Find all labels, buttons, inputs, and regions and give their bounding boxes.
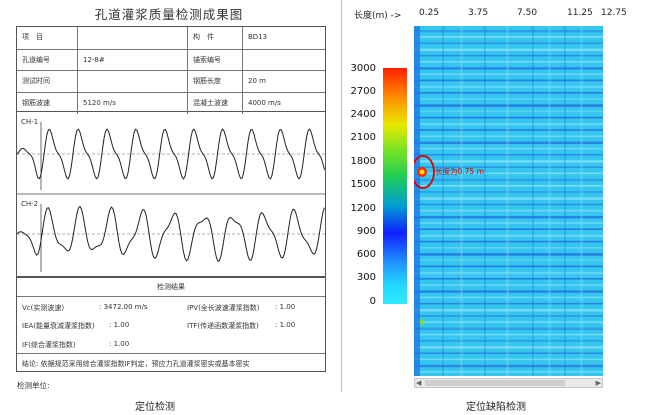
duct-number-label: 孔道编号	[22, 55, 50, 64]
x-tick-label: 3.75	[468, 8, 489, 18]
table-row: IF(综合灌浆指数) : 1.00	[17, 334, 325, 353]
concrete-wave-speed-value: 4000 m/s	[242, 92, 327, 114]
length-axis-title: 长度(m) ->	[354, 11, 402, 21]
info-table: 项 目 构 件 BD13 孔道编号 12-8# 锚索编号 测试时间 钢筋长度 2…	[16, 26, 327, 114]
colorbar-tick: 300	[356, 272, 376, 283]
x-tick-label: 11.25	[567, 8, 593, 18]
itf-label: ITF(传递函数灌浆指数)	[187, 322, 259, 330]
test-unit-label: 检测单位:	[17, 381, 50, 390]
if-value: : 1.00	[109, 340, 130, 348]
steel-wave-speed-value: 5120 m/s	[77, 92, 187, 114]
ch2-waveform	[17, 205, 325, 262]
scroll-thumb[interactable]	[425, 380, 565, 386]
colorbar-tick: 1200	[350, 203, 376, 214]
ch1-waveform	[17, 128, 325, 180]
scroll-left-arrow[interactable]: ◀	[416, 379, 422, 387]
colorbar-tick: 900	[356, 226, 376, 237]
x-tick-label: 7.50	[517, 8, 538, 18]
grouting-report: 孔道灌浆质量检测成果图 项 目 构 件 BD13 孔道编号 12-8# 锚索编号…	[8, 0, 330, 395]
colorbar-tick: 2700	[350, 86, 376, 97]
left-caption: 定位检测	[135, 402, 175, 413]
defect-ring-marker	[414, 155, 435, 189]
table-row: 钢筋波速 5120 m/s 混凝土波速 4000 m/s	[17, 91, 327, 114]
table-row: 结论: 依据规范采用综合灌浆指数IF判定，预应力孔道灌浆密实或基本密实	[17, 353, 325, 373]
scroll-right-arrow[interactable]: ▶	[595, 379, 601, 387]
colorbar-tick: 2100	[350, 132, 376, 143]
ch1-label: CH-1	[21, 118, 38, 126]
component-label: 构 件	[187, 27, 242, 49]
results-panel: 检测结果 Vc(实测波速) : 3472.00 m/s IPV(全长波速灌浆指数…	[16, 277, 326, 372]
table-row: 测试时间 钢筋长度 20 m	[17, 70, 325, 93]
itf-value: : 1.00	[275, 321, 296, 329]
x-tick-label: 12.75	[601, 8, 627, 18]
iea-label: IEA(能量衰减灌浆指数)	[22, 322, 95, 330]
horizontal-scrollbar[interactable]: ◀ ▶	[414, 378, 603, 388]
iea-value: : 1.00	[109, 321, 130, 329]
defect-heatmap[interactable]	[414, 26, 603, 376]
anchor-number-label: 锚索编号	[187, 49, 242, 71]
vc-label: Vc(实测波速)	[22, 304, 65, 312]
color-scale-bar	[383, 68, 407, 304]
colorbar-tick: 3000	[350, 63, 376, 74]
component-value: BD13	[242, 27, 327, 49]
project-label: 项 目	[22, 33, 43, 41]
concrete-wave-speed-label: 混凝土波速	[187, 92, 242, 114]
table-row: 孔道编号 12-8# 锚索编号	[17, 48, 327, 71]
steel-wave-speed-label: 钢筋波速	[22, 98, 50, 107]
defect-location-label: 长度为0.75 m	[435, 167, 484, 176]
colorbar-tick: 1800	[350, 156, 376, 167]
if-label: IF(综合灌浆指数)	[22, 341, 76, 349]
vc-value: : 3472.00 m/s	[99, 303, 148, 311]
colorbar-tick: 1500	[350, 179, 376, 190]
colorbar-tick: 0	[369, 296, 376, 307]
colorbar-tick: 600	[356, 249, 376, 260]
results-title: 检测结果	[157, 283, 185, 291]
test-time-value	[77, 71, 187, 93]
waveform-panel: CH-1 CH-2	[16, 112, 326, 277]
steel-length-label: 钢筋长度	[187, 71, 242, 93]
duct-number-value: 12-8#	[77, 49, 187, 71]
table-row: IEA(能量衰减灌浆指数) : 1.00 ITF(传递函数灌浆指数) : 1.0…	[17, 315, 325, 334]
ipv-label: IPV(全长波速灌浆指数)	[187, 304, 260, 312]
right-caption: 定位缺陷检测	[466, 402, 526, 413]
conclusion-text: 结论: 依据规范采用综合灌浆指数IF判定，预应力孔道灌浆密实或基本密实	[22, 360, 250, 368]
table-row: 项 目 构 件 BD13	[17, 27, 325, 49]
anchor-number-value	[242, 49, 327, 71]
project-value	[77, 27, 187, 49]
steel-length-value: 20 m	[242, 71, 327, 93]
x-tick-label: 0.25	[419, 8, 440, 18]
table-row: Vc(实测波速) : 3472.00 m/s IPV(全长波速灌浆指数) : 1…	[17, 296, 325, 316]
ch2-label: CH-2	[21, 200, 38, 208]
report-title: 孔道灌浆质量检测成果图	[94, 7, 244, 22]
ipv-value: : 1.00	[275, 303, 296, 311]
colorbar-tick: 2400	[350, 109, 376, 120]
test-time-label: 测试时间	[22, 77, 50, 85]
